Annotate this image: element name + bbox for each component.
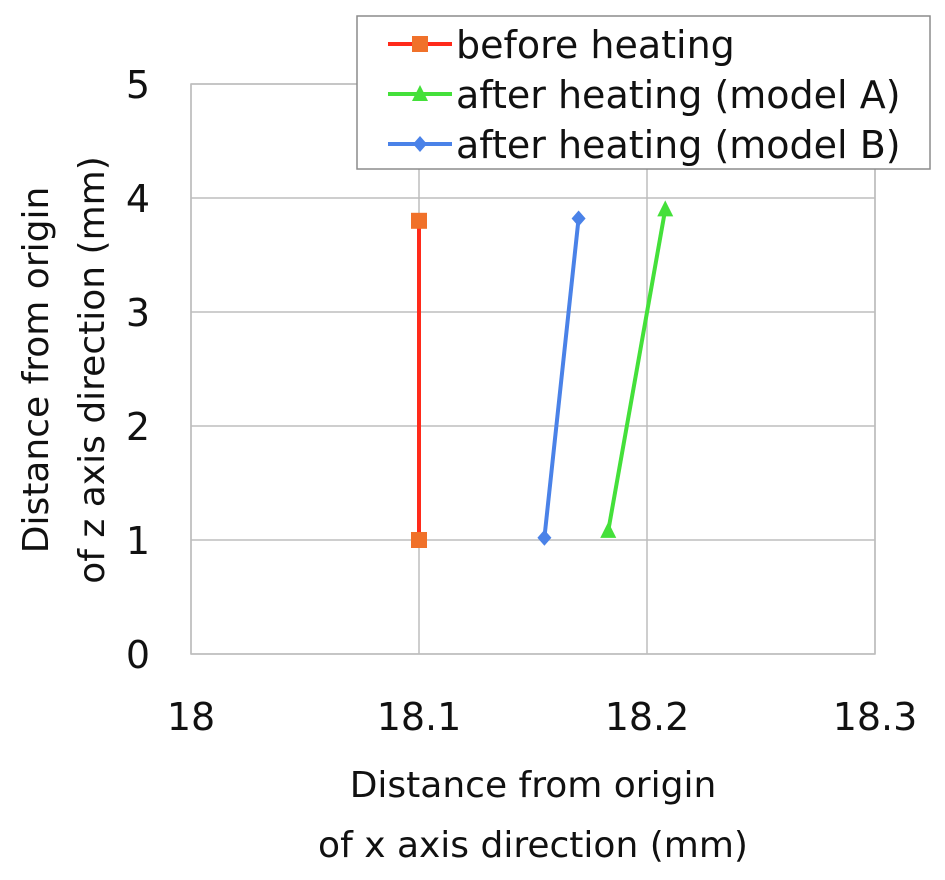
data-point-marker [657, 200, 674, 217]
x-tick-label: 18.2 [605, 695, 690, 739]
legend-marker [412, 85, 428, 101]
data-point-marker [411, 212, 427, 229]
y-tick-label: 5 [126, 63, 150, 107]
legend: before heating after heating (model A) aft… [356, 15, 931, 170]
data-point-marker [571, 210, 586, 227]
series-line [606, 209, 668, 532]
y-axis-title: Distance from origin [16, 187, 57, 554]
legend-entry: after heating (model A) [388, 73, 901, 117]
legend-marker [412, 36, 428, 52]
x-tick-label: 18 [167, 695, 215, 739]
x-tick-labels: 18 18.1 18.2 18.3 [167, 695, 917, 739]
x-tick-label: 18.1 [377, 695, 462, 739]
data-point-marker [600, 521, 617, 538]
y-tick-label: 1 [126, 519, 150, 563]
data-point-marker [411, 532, 427, 548]
legend-box [356, 15, 931, 170]
y-tick-label: 4 [126, 177, 150, 221]
series-layer [411, 200, 674, 548]
x-axis-title: Distance from origin [350, 765, 717, 806]
data-point-marker [537, 529, 552, 546]
x-tick-label: 18.3 [833, 695, 918, 739]
y-axis-title: of z axis direction (mm) [72, 156, 113, 583]
series-2 [600, 200, 674, 538]
y-tick-label: 0 [126, 633, 150, 677]
legend-entry: before heating [388, 23, 735, 67]
series-3 [537, 210, 586, 546]
legend-label: after heating (model B) [456, 123, 901, 167]
y-tick-labels: 0 1 2 3 4 5 [126, 63, 150, 677]
legend-entry: after heating (model B) [388, 123, 901, 167]
legend-label: after heating (model A) [456, 73, 901, 117]
series-line [542, 218, 581, 538]
legend-label: before heating [456, 23, 735, 67]
y-tick-label: 2 [126, 405, 150, 449]
legend-marker [413, 136, 427, 152]
series-1 [411, 212, 427, 548]
x-axis-title: of x axis direction (mm) [318, 825, 748, 866]
axis-labels: Distance from origin of x axis direction … [16, 156, 748, 866]
y-tick-label: 3 [126, 291, 150, 335]
